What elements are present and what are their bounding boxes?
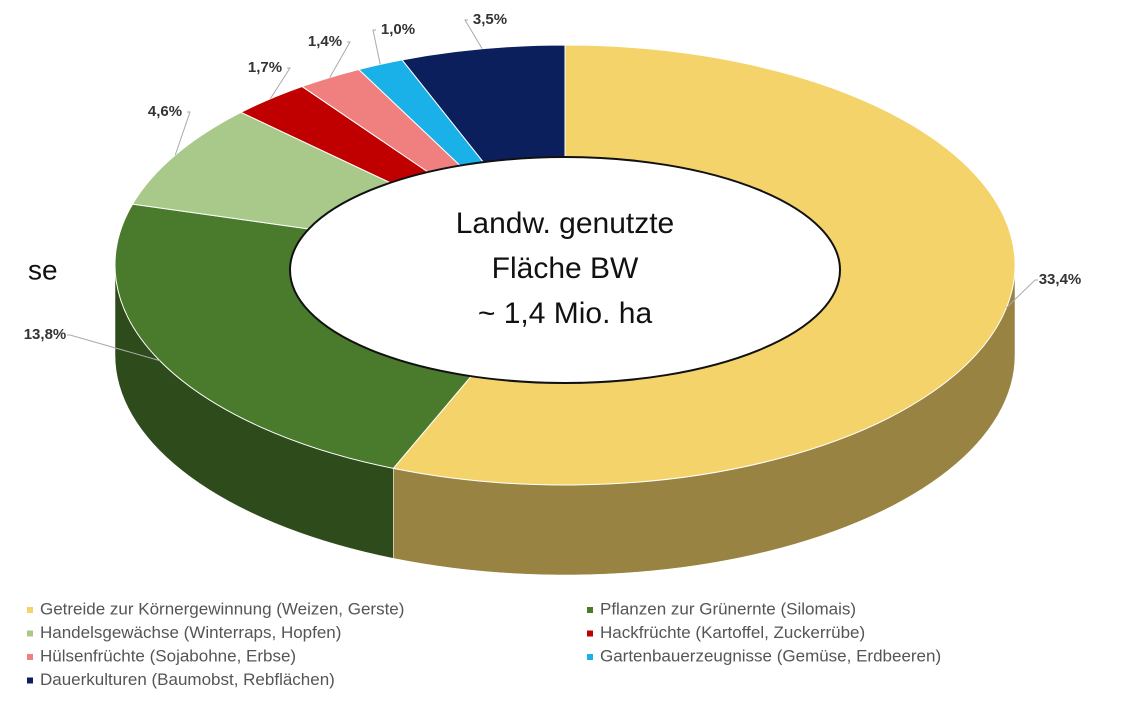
legend-label: Dauerkulturen (Baumobst, Rebflächen)	[40, 670, 335, 689]
leader-line	[67, 334, 160, 362]
center-text: Fläche BW	[492, 252, 639, 285]
legend-label: Gartenbauerzeugnisse (Gemüse, Erdbeeren)	[600, 646, 941, 665]
legend-swatch	[587, 630, 593, 637]
data-label: 1,0%	[381, 21, 415, 38]
legend-label: Handelsgewächse (Winterraps, Hopfen)	[40, 623, 341, 642]
legend-swatch	[27, 630, 33, 637]
legend-label: Getreide zur Körnergewinnung (Weizen, Ge…	[40, 599, 404, 618]
legend-swatch	[27, 654, 33, 660]
leader-line	[269, 67, 291, 100]
legend-label: Pflanzen zur Grünernte (Silomais)	[600, 599, 856, 618]
leader-line	[464, 19, 483, 50]
data-label: 1,7%	[248, 59, 282, 76]
center-text: ~ 1,4 Mio. ha	[478, 297, 653, 330]
legend-swatch	[27, 677, 33, 684]
data-label: 3,5%	[473, 11, 507, 28]
data-label: 4,6%	[148, 103, 182, 120]
data-label: 1,4%	[308, 33, 342, 50]
legend-label: Hülsenfrüchte (Sojabohne, Erbse)	[40, 646, 296, 665]
legend-label: Hackfrüchte (Kartoffel, Zuckerrübe)	[600, 623, 865, 642]
leader-line	[372, 29, 381, 65]
legend-swatch	[27, 607, 33, 613]
leader-line	[174, 111, 191, 156]
data-label: 33,4%	[1039, 271, 1082, 288]
legend-swatch	[587, 654, 593, 660]
center-text: Landw. genutzte	[456, 207, 675, 240]
cut-text: se	[28, 254, 58, 285]
leader-line	[329, 41, 351, 78]
legend-swatch	[587, 607, 593, 613]
data-label: 13,8%	[24, 326, 67, 343]
center-ellipse	[289, 156, 841, 384]
leader-line	[1006, 279, 1038, 309]
